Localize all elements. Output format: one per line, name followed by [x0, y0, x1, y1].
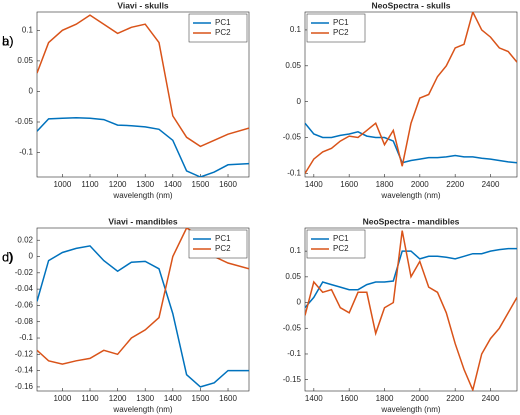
y-tick-label: -0.12 [15, 349, 34, 358]
x-tick-label: 1400 [305, 180, 323, 189]
x-tick-label: 1600 [219, 394, 237, 403]
y-tick-label: -0.1 [287, 169, 301, 178]
legend-label: PC2 [215, 244, 231, 253]
x-tick-label: 1000 [53, 394, 71, 403]
x-axis-label: wavelength (nm) [380, 191, 440, 200]
x-tick-label: 1200 [109, 394, 127, 403]
chart-title: NeoSpectra - mandibles [363, 216, 460, 226]
legend-label: PC2 [333, 28, 349, 37]
chart-title: Viavi - mandibles [108, 216, 178, 226]
y-tick-label: 0 [29, 252, 34, 261]
y-tick-label: 0.05 [285, 272, 301, 281]
y-tick-label: 0 [297, 97, 302, 106]
series-line [305, 247, 517, 309]
series-line [305, 230, 517, 391]
y-tick-label: 0.05 [285, 61, 301, 70]
x-tick-label: 1600 [340, 394, 358, 403]
y-tick-label: -0.15 [283, 375, 302, 384]
x-axis-label: wavelength (nm) [112, 191, 172, 200]
x-tick-label: 1300 [136, 180, 154, 189]
series-line [305, 12, 517, 174]
x-tick-label: 1200 [109, 180, 127, 189]
x-tick-label: 2000 [411, 394, 429, 403]
x-tick-label: 1400 [164, 394, 182, 403]
y-tick-label: 0 [297, 298, 302, 307]
series-line [37, 245, 249, 388]
legend [306, 13, 366, 43]
y-tick-label: 0.1 [290, 25, 302, 34]
chart-title: NeoSpectra - skulls [372, 0, 451, 10]
x-tick-label: 2400 [482, 180, 500, 189]
x-tick-label: 1800 [376, 394, 394, 403]
y-tick-label: 0.1 [22, 25, 34, 34]
y-tick-label: -0.16 [15, 382, 34, 391]
chart-title: Viavi - skulls [117, 0, 169, 10]
y-tick-label: -0.04 [15, 284, 34, 293]
legend [188, 13, 248, 43]
x-tick-label: 2400 [482, 394, 500, 403]
legend [188, 229, 248, 259]
y-tick-label: 0.02 [17, 235, 33, 244]
x-tick-label: 2000 [411, 180, 429, 189]
y-tick-label: -0.06 [15, 301, 34, 310]
legend-label: PC1 [215, 234, 231, 243]
y-tick-label: -0.1 [19, 333, 33, 342]
panel-label: a) [2, 33, 14, 48]
x-tick-label: 1000 [53, 180, 71, 189]
panel-label: b) [2, 33, 14, 48]
panel-label: c) [2, 249, 13, 264]
y-tick-label: -0.1 [19, 148, 33, 157]
y-tick-label: 0 [29, 87, 34, 96]
x-tick-label: 1400 [305, 394, 323, 403]
y-tick-label: -0.05 [283, 323, 302, 332]
y-tick-label: -0.02 [15, 268, 34, 277]
x-tick-label: 1600 [219, 180, 237, 189]
legend [306, 229, 366, 259]
x-tick-label: 1500 [192, 180, 210, 189]
x-tick-label: 1100 [81, 180, 99, 189]
legend-label: PC2 [215, 28, 231, 37]
series-line [305, 122, 517, 164]
legend-label: PC2 [333, 244, 349, 253]
x-tick-label: 2200 [446, 180, 464, 189]
x-tick-label: 1500 [192, 394, 210, 403]
panel-label: d) [2, 249, 14, 264]
x-tick-label: 1400 [164, 180, 182, 189]
y-tick-label: -0.05 [283, 133, 302, 142]
y-tick-label: 0.1 [290, 246, 302, 255]
legend-label: PC1 [333, 18, 349, 27]
legend-label: PC1 [333, 234, 349, 243]
series-line [37, 14, 249, 148]
x-axis-label: wavelength (nm) [112, 405, 172, 414]
y-tick-label: -0.05 [15, 117, 34, 126]
series-line [37, 116, 249, 177]
x-tick-label: 1100 [81, 394, 99, 403]
legend-label: PC1 [215, 18, 231, 27]
x-tick-label: 1600 [340, 180, 358, 189]
x-axis-label: wavelength (nm) [380, 405, 440, 414]
y-tick-label: -0.14 [15, 366, 34, 375]
x-tick-label: 1800 [376, 180, 394, 189]
y-tick-label: -0.1 [287, 349, 301, 358]
x-tick-label: 1300 [136, 394, 154, 403]
y-tick-label: 0.05 [17, 56, 33, 65]
x-tick-label: 2200 [446, 394, 464, 403]
y-tick-label: -0.08 [15, 317, 34, 326]
